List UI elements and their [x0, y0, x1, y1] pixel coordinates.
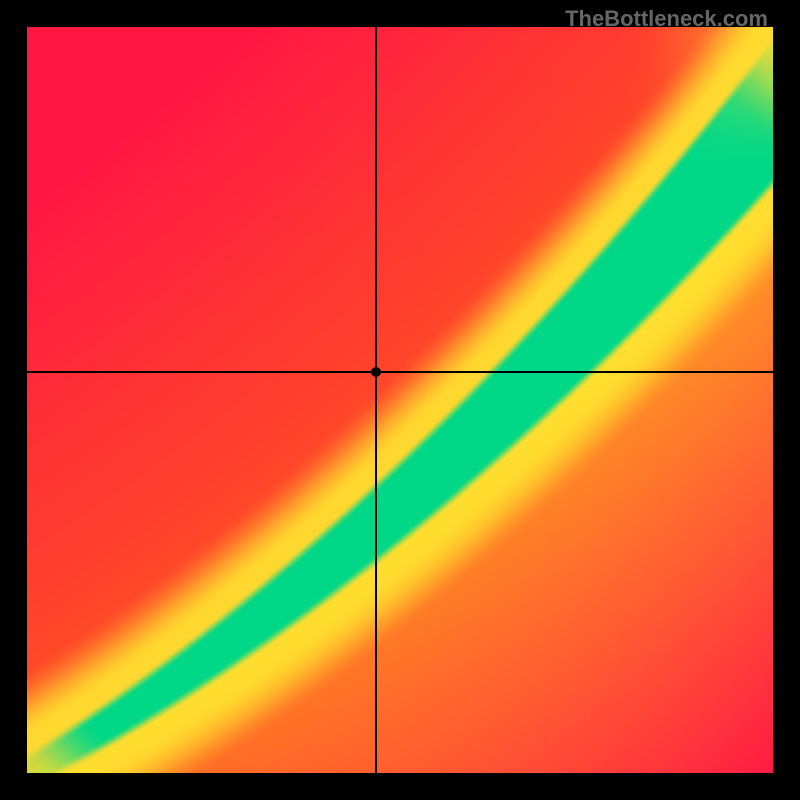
- heatmap-canvas: [27, 27, 773, 773]
- crosshair-marker: [371, 367, 381, 377]
- crosshair-horizontal: [27, 371, 773, 373]
- watermark-text: TheBottleneck.com: [565, 6, 768, 32]
- heatmap-plot: [27, 27, 773, 773]
- crosshair-vertical: [375, 27, 377, 773]
